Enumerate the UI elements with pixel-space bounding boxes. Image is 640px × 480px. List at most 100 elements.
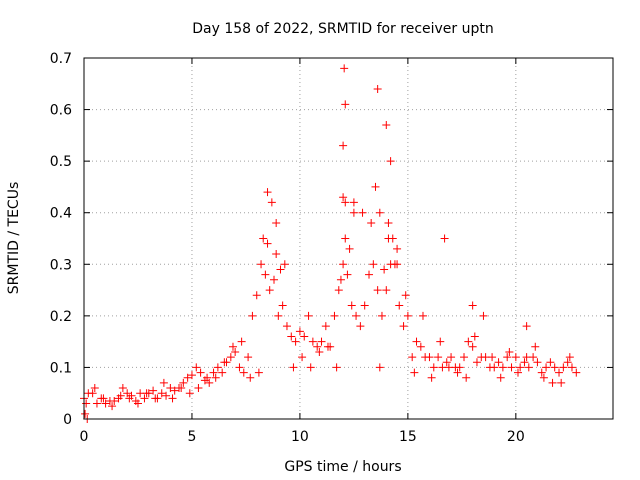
- data-point: [194, 384, 203, 393]
- data-point: [235, 363, 244, 372]
- data-point: [177, 384, 186, 393]
- data-point: [550, 363, 559, 372]
- x-tick-label: 15: [399, 429, 417, 445]
- data-point: [123, 389, 132, 398]
- data-point: [282, 322, 291, 331]
- y-tick-label: 0.5: [50, 154, 72, 170]
- data-point: [257, 260, 266, 269]
- data-point: [429, 363, 438, 372]
- chart-title: Day 158 of 2022, SRMTID for receiver upt…: [192, 21, 494, 37]
- data-point: [468, 301, 477, 310]
- data-point: [382, 121, 391, 130]
- data-point: [375, 208, 384, 217]
- data-point: [460, 353, 469, 362]
- data-point: [140, 394, 149, 403]
- data-point: [399, 322, 408, 331]
- data-point: [468, 342, 477, 351]
- data-point: [82, 399, 91, 408]
- data-point: [520, 358, 529, 367]
- data-point: [237, 337, 246, 346]
- data-point: [228, 342, 237, 351]
- data-point: [317, 337, 326, 346]
- data-point: [295, 327, 304, 336]
- data-point: [116, 391, 125, 400]
- plot-frame: [83, 57, 614, 420]
- data-point: [99, 394, 108, 403]
- y-tick-label: 0.6: [50, 103, 72, 119]
- data-point: [159, 378, 168, 387]
- data-point: [300, 332, 309, 341]
- data-point: [367, 219, 376, 228]
- x-tick-label: 10: [291, 429, 309, 445]
- data-point: [440, 234, 449, 243]
- data-point: [371, 182, 380, 191]
- data-point: [272, 219, 281, 228]
- data-point: [395, 301, 404, 310]
- data-point: [246, 373, 255, 382]
- data-point: [384, 219, 393, 228]
- data-point: [412, 337, 421, 346]
- x-tick-label: 0: [80, 429, 89, 445]
- data-point: [185, 389, 194, 398]
- data-points: [80, 64, 581, 423]
- y-tick-label: 0.2: [50, 309, 72, 325]
- data-point: [369, 260, 378, 269]
- data-point: [542, 363, 551, 372]
- data-point: [539, 373, 548, 382]
- data-point: [388, 234, 397, 243]
- data-point: [166, 384, 175, 393]
- data-point: [410, 368, 419, 377]
- data-point: [276, 265, 285, 274]
- data-point: [272, 249, 281, 258]
- data-point: [248, 311, 257, 320]
- data-point: [291, 337, 300, 346]
- data-point: [265, 286, 274, 295]
- data-point: [263, 239, 272, 248]
- data-point: [567, 363, 576, 372]
- gridlines: [84, 58, 613, 419]
- data-point: [557, 378, 566, 387]
- data-point: [455, 363, 464, 372]
- data-point: [142, 389, 151, 398]
- data-point: [358, 208, 367, 217]
- data-point: [416, 342, 425, 351]
- y-tick-label: 0.7: [50, 51, 72, 67]
- data-point: [377, 311, 386, 320]
- data-point: [231, 347, 240, 356]
- data-point: [434, 353, 443, 362]
- data-point: [496, 373, 505, 382]
- y-tick-label: 0.1: [50, 360, 72, 376]
- data-point: [168, 394, 177, 403]
- data-point: [513, 368, 522, 377]
- data-point: [149, 386, 158, 395]
- x-tick-label: 5: [187, 429, 196, 445]
- data-point: [442, 358, 451, 367]
- data-point: [267, 198, 276, 207]
- data-point: [408, 353, 417, 362]
- data-point: [259, 234, 268, 243]
- data-point: [522, 322, 531, 331]
- data-point: [572, 368, 581, 377]
- data-point: [386, 157, 395, 166]
- data-point: [270, 275, 279, 284]
- data-point: [341, 198, 350, 207]
- data-point: [565, 353, 574, 362]
- data-point: [453, 368, 462, 377]
- data-point: [403, 311, 412, 320]
- data-point: [522, 353, 531, 362]
- data-point: [488, 353, 497, 362]
- data-point: [330, 311, 339, 320]
- data-point: [254, 368, 263, 377]
- data-point: [304, 311, 313, 320]
- data-point: [494, 358, 503, 367]
- data-point: [308, 337, 317, 346]
- data-point: [81, 409, 90, 418]
- data-point: [196, 368, 205, 377]
- data-point: [179, 378, 188, 387]
- data-point: [334, 286, 343, 295]
- data-point: [157, 389, 166, 398]
- data-point: [444, 363, 453, 372]
- data-point: [365, 270, 374, 279]
- data-point: [352, 311, 361, 320]
